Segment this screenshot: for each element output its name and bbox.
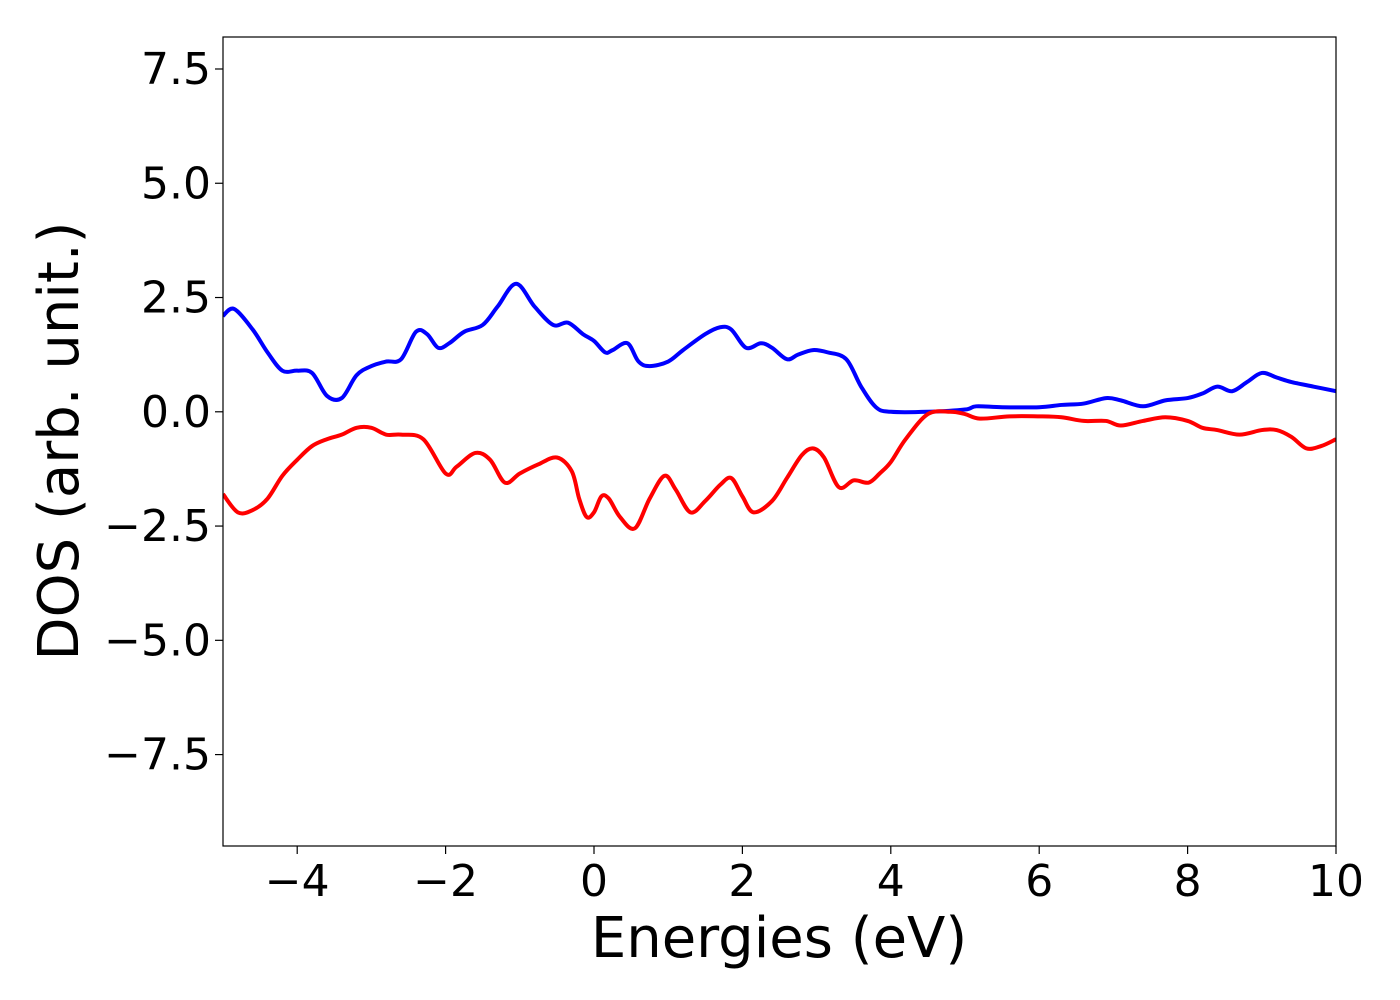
x-tick-label: 6	[1025, 856, 1053, 907]
series-line-2	[223, 409, 1336, 531]
x-tick-label: −2	[413, 856, 478, 907]
y-tick-label: 2.5	[141, 273, 211, 324]
x-tick-label: 10	[1308, 856, 1364, 907]
x-axis-title: Energies (eV)	[591, 906, 967, 971]
y-axis-title: DOS (arb. unit.)	[27, 221, 92, 660]
x-axis-ticks: −4 −2 0 2 4 6 8 10	[265, 846, 1364, 907]
x-tick-label: 4	[877, 856, 905, 907]
series-line-1	[223, 281, 1336, 415]
series-layer	[223, 281, 1336, 531]
x-tick-label: 2	[728, 856, 756, 907]
x-tick-label: 0	[580, 856, 608, 907]
y-tick-label: 0.0	[141, 387, 211, 438]
y-axis-ticks: 7.5 5.0 2.5 0.0 −2.5 −5.0 −7.5	[104, 44, 223, 781]
y-tick-label: −7.5	[104, 730, 211, 781]
plot-frame	[222, 36, 1337, 847]
y-tick-label: −2.5	[104, 501, 211, 552]
y-tick-label: −5.0	[104, 615, 211, 666]
x-tick-label: −4	[265, 856, 330, 907]
x-tick-label: 8	[1174, 856, 1202, 907]
y-tick-label: 7.5	[141, 44, 211, 95]
y-tick-label: 5.0	[141, 158, 211, 209]
